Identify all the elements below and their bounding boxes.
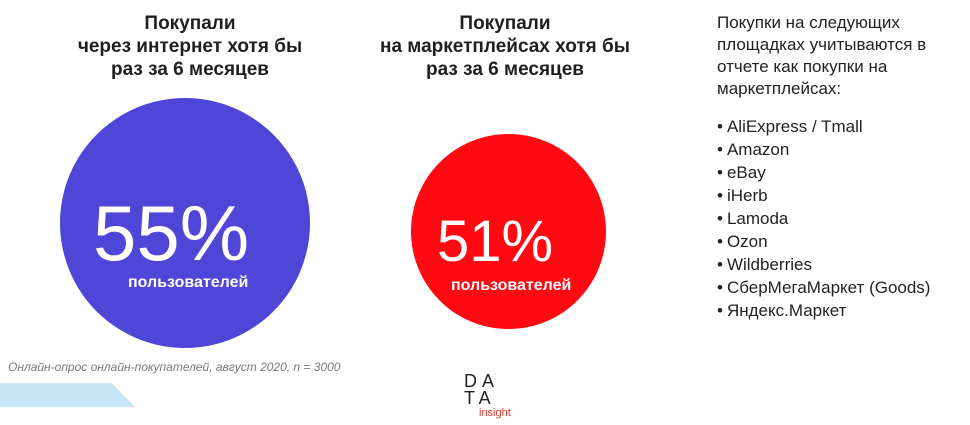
stat2-title-line: раз за 6 месяцев — [426, 59, 584, 80]
footer-accent-bar — [0, 383, 135, 407]
stat1-title-line: через интернет хотя бы — [77, 36, 303, 57]
logo-line2: TA — [464, 388, 496, 408]
stat1-value: 55% — [93, 189, 250, 277]
stat1-unit: пользователей — [128, 274, 249, 291]
stat2-value: 51% — [437, 209, 554, 274]
stat2-title: Покупали на маркетплейсах хотя бы раз за… — [360, 12, 650, 81]
stat1-title-line: Покупали — [144, 13, 236, 34]
marketplace-item: Wildberries — [717, 253, 967, 276]
marketplace-item: СберМегаМаркет (Goods) — [717, 276, 967, 299]
logo-line1: DA — [464, 371, 500, 391]
note-text-line: отчете как покупки на — [717, 57, 888, 76]
marketplace-list: AliExpress / Tmall Amazon eBay iHerb Lam… — [717, 115, 967, 322]
logo-sub: insight — [479, 407, 511, 419]
stat2-title-line: на маркетплейсах хотя бы — [379, 36, 631, 57]
marketplace-item: eBay — [717, 161, 967, 184]
marketplace-item: Ozon — [717, 230, 967, 253]
note-text-line: маркетплейсах: — [717, 79, 842, 98]
marketplace-item: Яндекс.Маркет — [717, 299, 967, 322]
stat2-title-line: Покупали — [459, 13, 551, 34]
stat2-unit: пользователей — [451, 277, 572, 294]
stat1-circle — [60, 98, 310, 348]
marketplace-item: AliExpress / Tmall — [717, 115, 967, 138]
marketplace-note: Покупки на следующих площадках учитывают… — [717, 12, 967, 322]
note-text-line: Покупки на следующих — [717, 13, 900, 32]
marketplace-item: Lamoda — [717, 207, 967, 230]
marketplace-item: Amazon — [717, 138, 967, 161]
stat1-title-line: раз за 6 месяцев — [111, 59, 269, 80]
note-text-line: площадках учитываются в — [717, 35, 927, 54]
marketplace-note-text: Покупки на следующих площадках учитывают… — [717, 12, 967, 100]
data-insight-logo: DA TA insight — [464, 371, 534, 421]
stat1-title: Покупали через интернет хотя бы раз за 6… — [45, 12, 335, 81]
stat2-circle — [411, 134, 606, 329]
survey-footnote: Онлайн-опрос онлайн-покупателей, август … — [8, 360, 341, 374]
marketplace-item: iHerb — [717, 184, 967, 207]
